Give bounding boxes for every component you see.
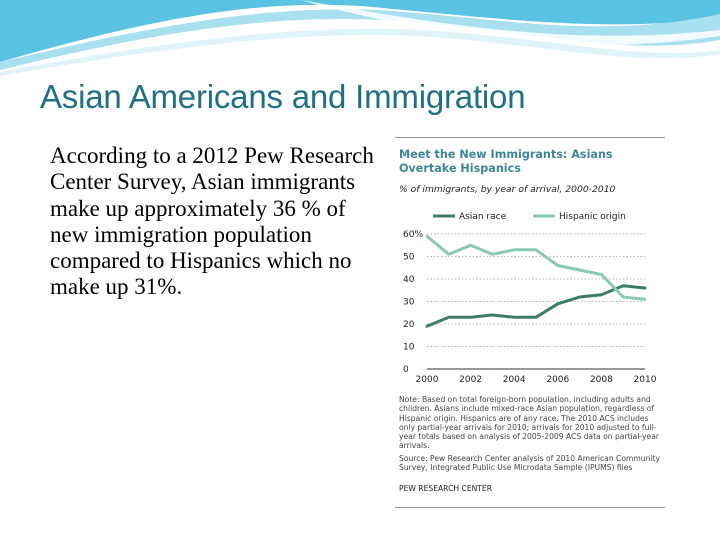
series-line-hispanic-origin [425, 234, 647, 301]
y-tick-label: 10 [403, 343, 415, 353]
chart-title: Meet the New Immigrants: Asians Overtake… [399, 148, 613, 175]
x-tick-label: 2008 [590, 375, 613, 385]
x-tick-label: 2010 [634, 375, 657, 385]
y-tick-label: 20 [403, 320, 415, 330]
x-tick-label: 2000 [416, 375, 439, 385]
chart-source: Source: Pew Research Center analysis of … [399, 454, 661, 473]
chart-card: Meet the New Immigrants: Asians Overtake… [395, 137, 665, 508]
x-tick-label: 2006 [546, 375, 569, 385]
series-line-asian-race [425, 284, 647, 328]
line-chart: 0 10 20 30 40 50 60% 2000 2002 2004 2006 2008 2010 As… [403, 212, 657, 385]
y-tick-label: 0 [403, 365, 409, 375]
x-tick-label: 2002 [459, 375, 482, 385]
body-text: According to a 2012 Pew Research Center … [50, 143, 374, 300]
slide-title: Asian Americans and Immigration [40, 78, 526, 115]
chart-subtitle: % of immigrants, by year of arrival, 200… [399, 184, 616, 195]
header-wave-decoration [0, 0, 720, 76]
y-tick-label: 50 [403, 253, 415, 263]
x-tick-label: 2004 [503, 375, 526, 385]
y-tick-label: 30 [403, 298, 415, 308]
chart-note: Note: Based on total foreign-born popula… [399, 395, 659, 451]
y-tick-label: 40 [403, 275, 415, 285]
legend-label: Asian race [459, 212, 507, 222]
chart-organization: PEW RESEARCH CENTER [399, 484, 493, 493]
legend-label: Hispanic origin [559, 212, 626, 222]
y-tick-label: 60% [403, 230, 423, 240]
